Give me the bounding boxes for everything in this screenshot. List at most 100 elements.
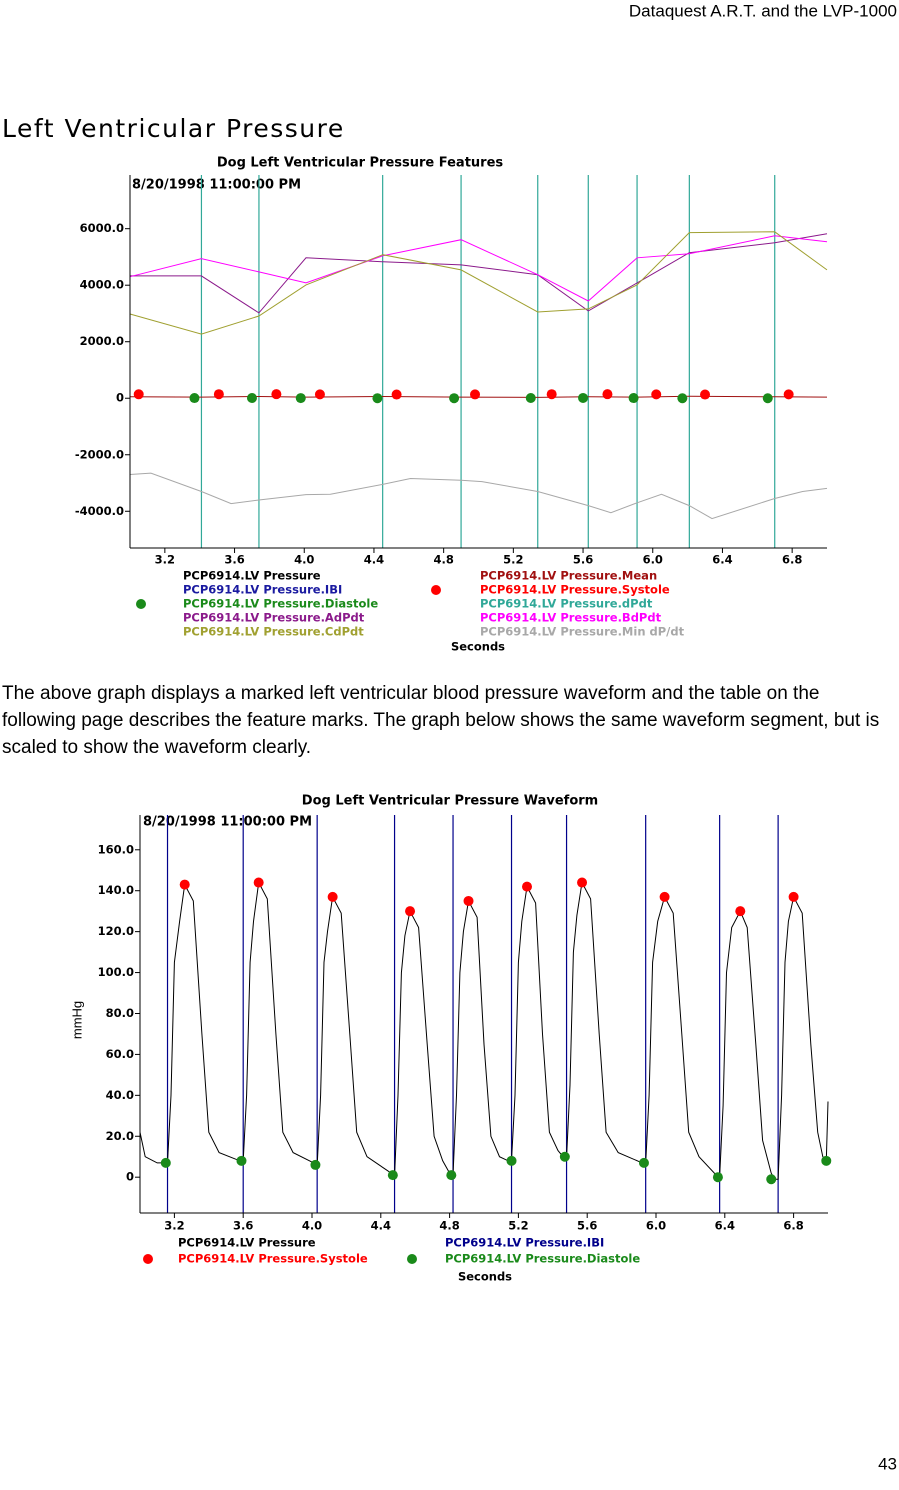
data-point xyxy=(651,389,662,400)
legend-label: PCP6914.LV Pressure.dPdt xyxy=(480,597,653,611)
data-point xyxy=(628,393,639,404)
chart: Dog Left Ventricular Pressure Features 8/… xyxy=(75,156,828,654)
header: Dataquest A.R.T. and the LVP-1000 xyxy=(629,1,897,20)
data-point xyxy=(638,1157,649,1168)
x-tick-label: 5.6 xyxy=(577,1219,597,1233)
data-point xyxy=(788,891,799,902)
y-tick-label: 0 xyxy=(116,391,124,405)
data-point xyxy=(470,389,481,400)
data-point xyxy=(783,389,794,400)
y-tick-label: -4000.0 xyxy=(75,504,124,518)
plot-area xyxy=(130,175,827,548)
legend-label: PCP6914.LV Pressure.Min dP/dt xyxy=(480,625,685,639)
legend-label: PCP6914.LV Pressure xyxy=(183,569,321,583)
chart-title: Dog Left Ventricular Pressure Waveform xyxy=(302,794,598,809)
x-axis-label: Seconds xyxy=(458,1270,512,1284)
x-tick-label: 4.4 xyxy=(364,553,384,567)
data-point xyxy=(295,393,306,404)
x-tick-label: 6.0 xyxy=(643,553,663,567)
x-tick-label: 6.8 xyxy=(782,553,802,567)
data-point xyxy=(246,393,257,404)
data-point xyxy=(213,389,224,400)
data-point xyxy=(327,891,338,902)
legend-marker xyxy=(136,599,146,609)
y-tick-label: 6000.0 xyxy=(80,221,124,235)
data-point xyxy=(506,1155,517,1166)
legend-label: PCP6914.LV Pressure xyxy=(178,1236,316,1250)
legend-marker xyxy=(143,1254,153,1264)
legend-label: PCP6914.LV Pressure.Systole xyxy=(480,583,670,597)
data-point xyxy=(525,393,536,404)
data-point xyxy=(463,895,474,906)
x-tick-label: 4.4 xyxy=(371,1219,391,1233)
x-tick-label: 5.2 xyxy=(508,1219,528,1233)
data-point xyxy=(391,389,402,400)
data-point xyxy=(602,389,613,400)
data-point xyxy=(160,1157,171,1168)
x-tick-label: 3.6 xyxy=(233,1219,253,1233)
y-tick-label: 0 xyxy=(126,1170,134,1184)
x-axis-label: Seconds xyxy=(451,640,505,654)
legend-label: PCP6914.LV Pressure.BdPdt xyxy=(480,611,662,625)
data-point xyxy=(179,879,190,890)
data-point xyxy=(189,393,200,404)
y-tick-label: 80.0 xyxy=(106,1006,134,1020)
data-point xyxy=(821,1155,832,1166)
data-point xyxy=(546,389,557,400)
data-point xyxy=(271,389,282,400)
data-point xyxy=(577,877,588,888)
legend-label: PCP6914.LV Pressure.Diastole xyxy=(183,597,378,611)
y-tick-label: 100.0 xyxy=(98,965,134,979)
data-point xyxy=(766,1174,777,1185)
legend-label: PCP6914.LV Pressure.Mean xyxy=(480,569,657,583)
data-point xyxy=(559,1151,570,1162)
x-tick-label: 4.8 xyxy=(433,553,453,567)
x-tick-label: 4.8 xyxy=(439,1219,459,1233)
legend-marker xyxy=(431,585,441,595)
data-point xyxy=(449,393,460,404)
data-point xyxy=(677,393,688,404)
x-tick-label: 4.0 xyxy=(294,553,314,567)
legend-label: PCP6914.LV Pressure.AdPdt xyxy=(183,611,365,625)
y-tick-label: 20.0 xyxy=(106,1129,134,1143)
x-tick-label: 6.8 xyxy=(783,1219,803,1233)
series-line xyxy=(129,231,828,335)
timestamp: 8/20/1998 11:00:00 PM xyxy=(143,815,312,830)
y-tick-label: 2000.0 xyxy=(80,334,124,348)
data-point xyxy=(762,393,773,404)
y-tick-label: -2000.0 xyxy=(75,447,124,461)
data-point xyxy=(253,877,264,888)
legend-marker xyxy=(407,1254,417,1264)
y-tick-label: 120.0 xyxy=(98,924,134,938)
y-tick-label: 60.0 xyxy=(106,1047,134,1061)
y-axis-label: mmHg xyxy=(69,1001,84,1039)
y-tick-label: 4000.0 xyxy=(80,278,124,292)
x-tick-label: 6.4 xyxy=(715,1219,735,1233)
data-point xyxy=(310,1159,321,1170)
series-line xyxy=(129,472,828,520)
data-point xyxy=(700,389,711,400)
chart-title: Dog Left Ventricular Pressure Features xyxy=(217,156,504,171)
x-tick-label: 6.4 xyxy=(712,553,732,567)
y-tick-label: 140.0 xyxy=(98,883,134,897)
data-point xyxy=(236,1155,247,1166)
legend-label: PCP6914.LV Pressure.IBI xyxy=(183,583,342,597)
legend-label: PCP6914.LV Pressure.Systole xyxy=(178,1252,368,1266)
y-tick-label: 40.0 xyxy=(106,1088,134,1102)
legend-label: PCP6914.LV Pressure.Diastole xyxy=(445,1252,640,1266)
data-point xyxy=(314,389,325,400)
series-line xyxy=(129,235,828,302)
data-point xyxy=(735,906,746,917)
data-point xyxy=(405,906,416,917)
data-point xyxy=(387,1170,398,1181)
x-tick-label: 3.2 xyxy=(155,553,175,567)
y-tick-label: 160.0 xyxy=(98,842,134,856)
x-tick-label: 5.6 xyxy=(573,553,593,567)
page-number: 43 xyxy=(878,1454,897,1473)
chart: Dog Left Ventricular Pressure Waveform 8/… xyxy=(69,794,832,1284)
x-tick-label: 3.6 xyxy=(224,553,244,567)
data-point xyxy=(372,393,383,404)
timestamp: 8/20/1998 11:00:00 PM xyxy=(132,178,301,193)
